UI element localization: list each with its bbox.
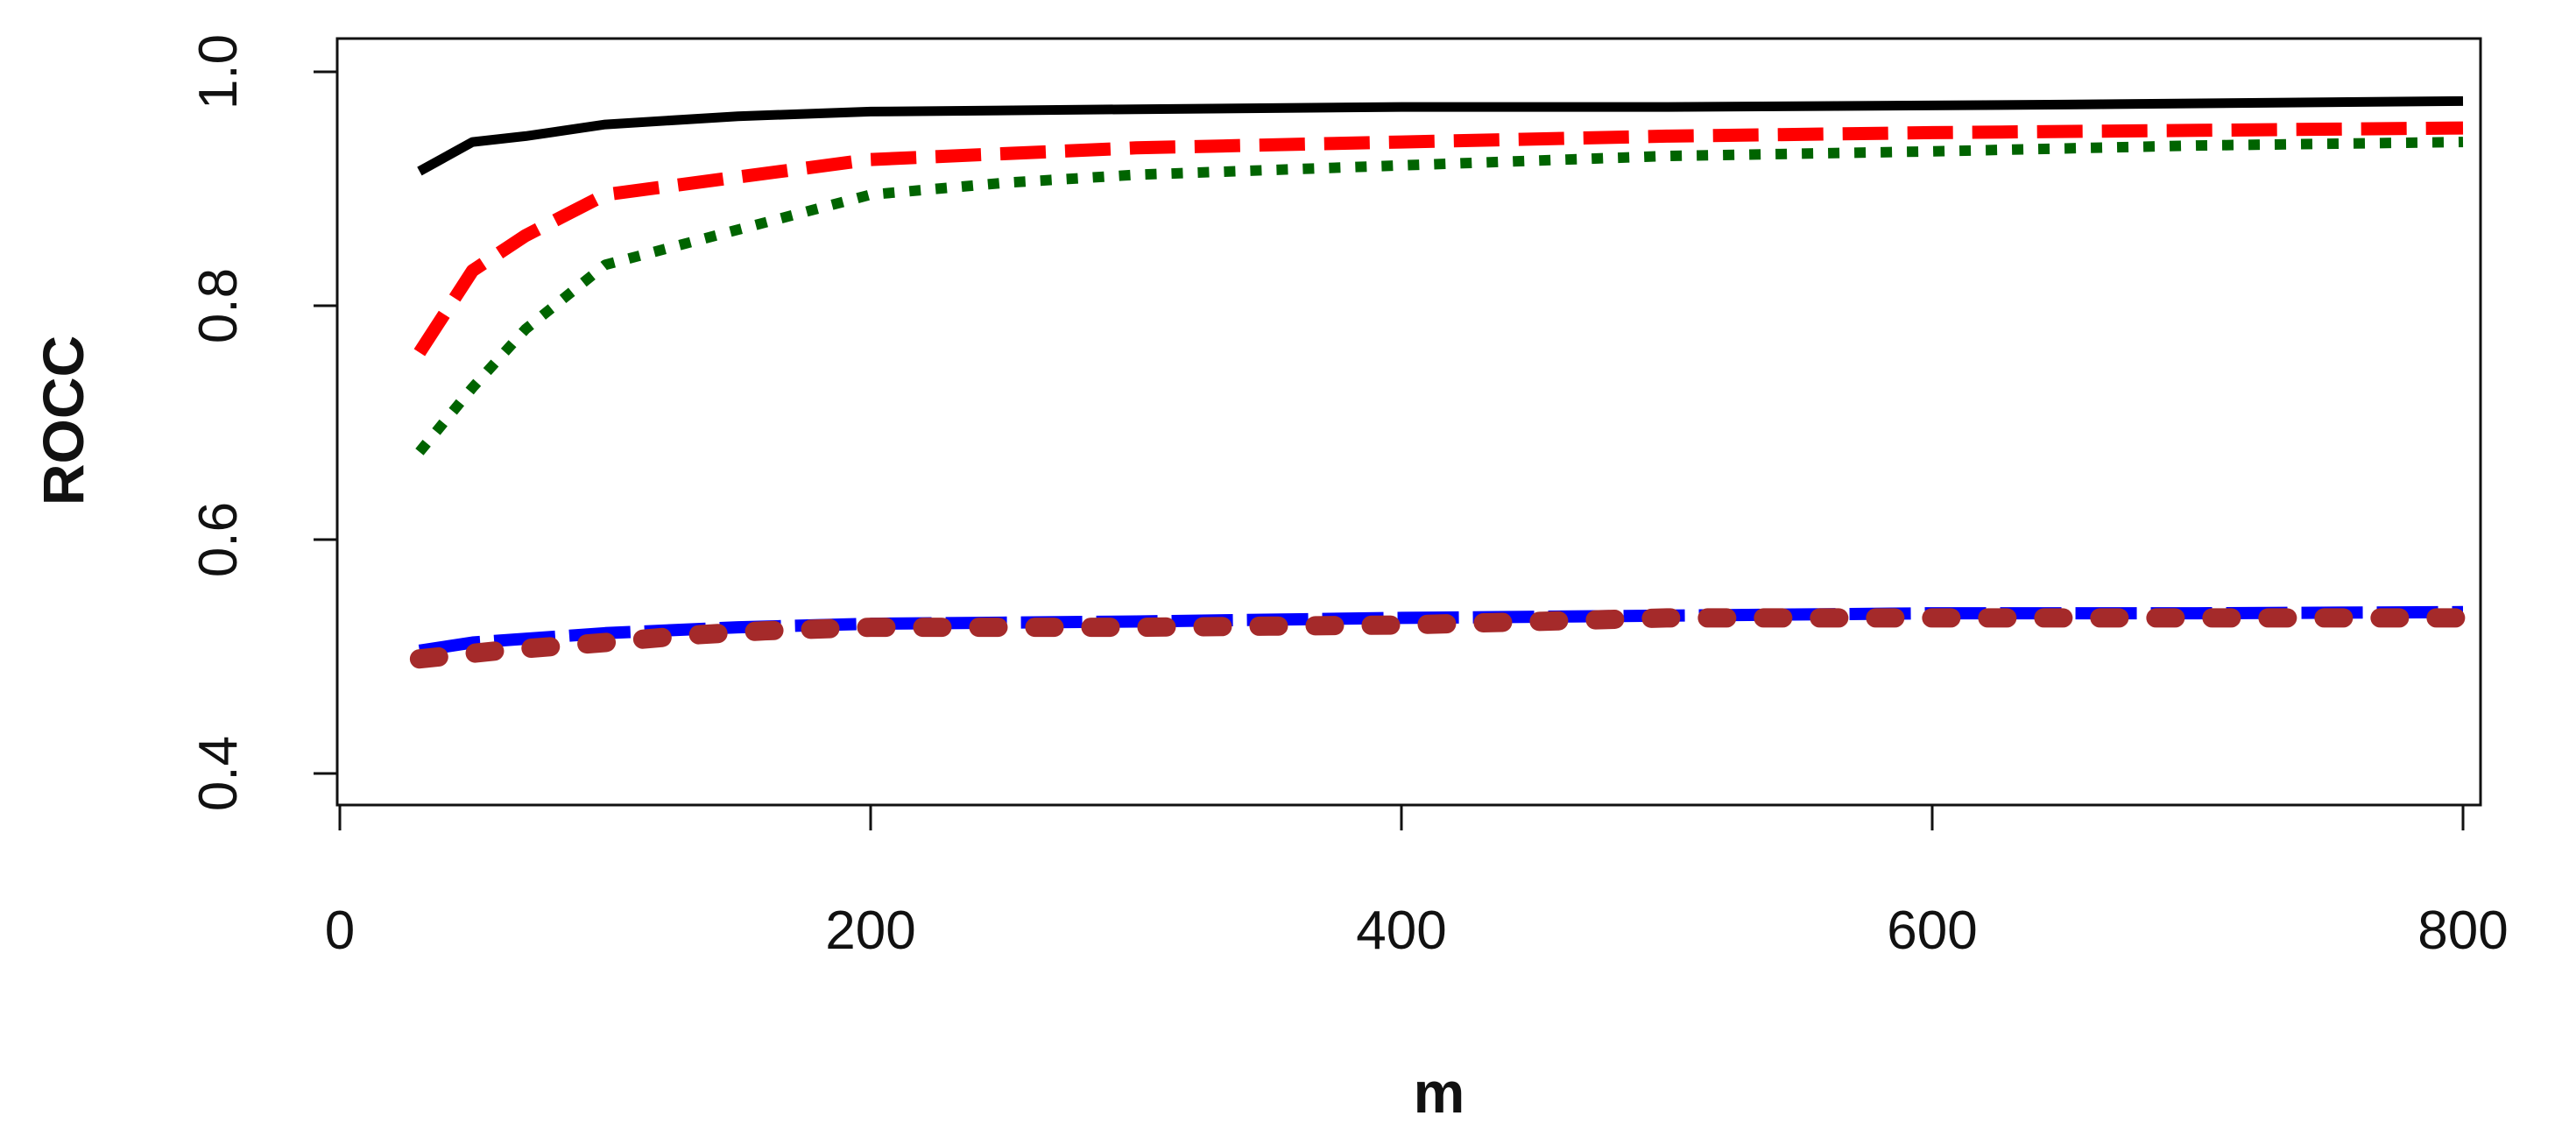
series-layer: [409, 95, 2473, 669]
y-tick-label: 0.6: [188, 502, 249, 577]
x-tick-label: 400: [1356, 900, 1446, 961]
series-line-3: [415, 137, 2464, 456]
series-line-4: [418, 605, 2464, 657]
series-line-1: [417, 95, 2464, 176]
y-tick-label: 0.4: [188, 736, 249, 811]
y-tick-label: 0.8: [188, 268, 249, 343]
x-tick-label: 0: [325, 900, 355, 961]
series-line-5: [409, 608, 2473, 669]
x-tick-label: 600: [1887, 900, 1977, 961]
x-axis: 0 200 400 600 800: [325, 805, 2509, 961]
x-axis-title: m: [1414, 1060, 1465, 1125]
y-axis-title: ROCC: [31, 335, 95, 505]
x-tick-label: 800: [2417, 900, 2508, 961]
y-tick-label: 1.0: [188, 34, 249, 109]
x-tick-label: 200: [825, 900, 915, 961]
plot-area-frame: [335, 37, 2482, 807]
series-line-2: [413, 121, 2464, 357]
y-axis: 0.4 0.6 0.8 1.0: [188, 34, 337, 811]
